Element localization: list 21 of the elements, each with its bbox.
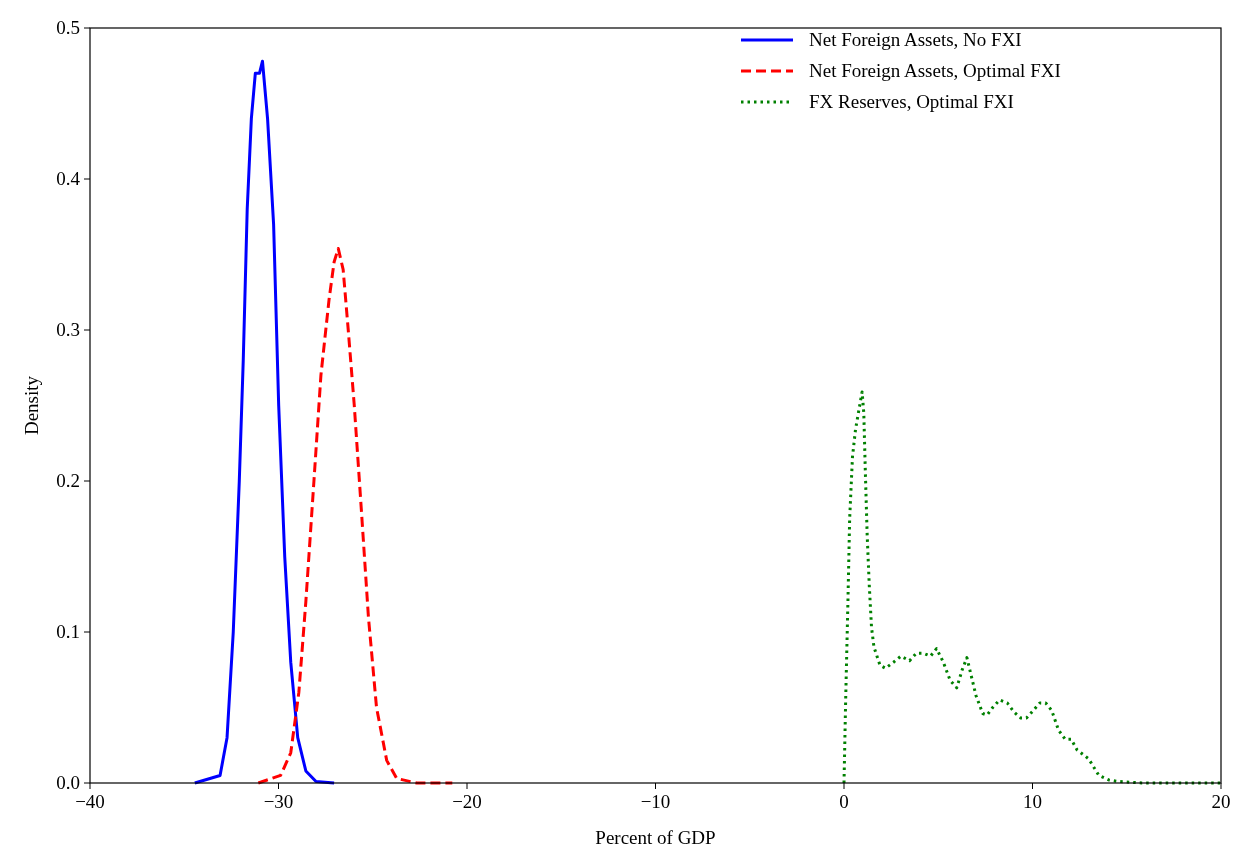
x-tick-label: 10 [1023,791,1042,812]
legend-label: FX Reserves, Optimal FXI [809,91,1014,112]
x-tick-label: −40 [75,791,105,812]
y-tick-label: 0.2 [56,470,80,491]
line-series [842,390,1222,785]
y-tick-label: 0.4 [56,168,81,189]
line-series [256,246,454,785]
y-tick-label: 0.3 [56,319,80,340]
y-axis-title: Density [21,375,42,436]
x-axis-title: Percent of GDP [595,827,716,848]
x-tick-label: −20 [452,791,482,812]
legend-label: Net Foreign Assets, No FXI [809,29,1022,50]
x-tick-label: 20 [1211,791,1231,812]
y-tick-label: 0.1 [56,621,80,642]
line-series [193,59,336,785]
x-tick-label: 0 [839,791,849,812]
y-tick-label: 0.5 [56,17,80,38]
x-tick-label: −30 [263,791,294,812]
y-tick-label: 0.0 [56,772,80,793]
x-tick-label: −10 [640,791,671,812]
legend-label: Net Foreign Assets, Optimal FXI [809,60,1061,81]
